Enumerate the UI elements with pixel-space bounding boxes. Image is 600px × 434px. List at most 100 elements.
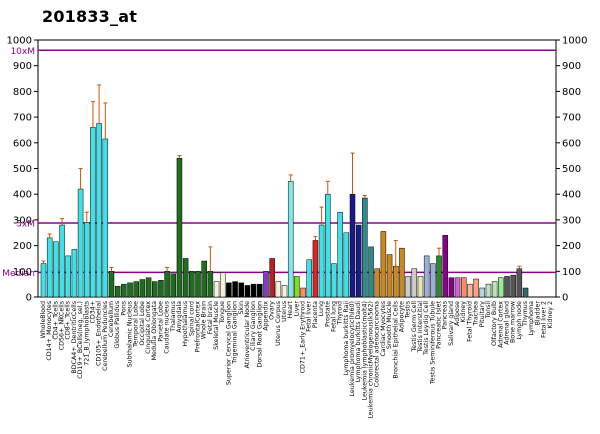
x-tick-label: Tonsil xyxy=(485,301,492,320)
bar xyxy=(139,279,146,298)
x-tick-label: Testis Seminiferous Tubule xyxy=(429,301,436,385)
bar xyxy=(405,276,411,298)
bar xyxy=(368,246,374,298)
x-tick-label: Subthalamic Nucleus xyxy=(127,301,134,367)
x-tick-label: CD4+_Tcells xyxy=(52,301,59,340)
x-tick-label: Whole Brain xyxy=(201,301,208,339)
x-tick-label: CD14+_Monocytes xyxy=(46,301,53,361)
plot-area xyxy=(37,39,557,298)
y-tick-label-left: 700 xyxy=(13,113,32,124)
x-tick-label: Fetal brain xyxy=(207,301,214,334)
x-tick-label: Globus Pallidus xyxy=(114,301,121,349)
bar xyxy=(312,240,319,298)
bar xyxy=(189,271,195,298)
x-tick-label: Skin xyxy=(238,301,245,314)
bar xyxy=(349,193,356,298)
x-tick-label: Testis Leydig Cell xyxy=(423,301,430,356)
x-tick-label: Uterus Corpus xyxy=(275,301,282,346)
bar xyxy=(374,268,380,298)
y-tick-label-right: 400 xyxy=(562,190,581,201)
bar xyxy=(219,272,226,298)
x-tick-label: Salivary gland xyxy=(448,301,455,346)
x-tick-label: Kidney xyxy=(460,301,467,323)
x-tick-label: Placenta xyxy=(312,301,319,328)
x-tick-label: PrefrontalCortex xyxy=(195,301,202,353)
y-tick-label-left: 900 xyxy=(13,61,32,72)
bar xyxy=(325,193,331,298)
bar xyxy=(386,254,393,298)
x-tick-label: Adipocyte xyxy=(398,301,405,332)
bar xyxy=(423,255,430,298)
reference-lines: 10xM 3xM Median xyxy=(2,47,556,279)
bar xyxy=(96,123,102,298)
bar xyxy=(485,283,492,298)
x-tick-label: Lymphoma xyxy=(528,301,535,336)
x-tick-label: CD71+_Early Erythroid xyxy=(300,301,307,373)
bar xyxy=(281,285,288,298)
x-tick-label: CD56+_NKCells xyxy=(59,301,66,350)
x-tick-label: CD8+_Tcells xyxy=(65,301,72,340)
y-tick-label-right: 900 xyxy=(562,61,581,72)
bar xyxy=(114,285,121,298)
x-tick-label: Thyroid xyxy=(337,301,344,326)
y-tick-label-left: 600 xyxy=(13,138,32,149)
x-tick-label: Testis Interstitial xyxy=(417,301,424,354)
x-tick-label: WholeBlood xyxy=(40,301,47,338)
x-tick-label: Testis Germ Cell xyxy=(411,301,418,353)
bar xyxy=(40,263,47,298)
x-tick-label: Trachea xyxy=(473,301,480,327)
bar xyxy=(71,249,78,298)
x-tick-label: Cingulate Cortex xyxy=(145,301,152,354)
bar xyxy=(294,276,300,298)
x-tick-label: Pons xyxy=(120,301,127,316)
x-tick-label: Parietal Lobe xyxy=(157,301,164,342)
bar xyxy=(176,157,183,298)
bar xyxy=(121,283,127,298)
bar xyxy=(516,268,523,298)
x-tick-label: Thymus xyxy=(522,301,529,327)
x-tick-label: Thalamus xyxy=(170,301,177,333)
bar xyxy=(275,281,282,298)
reference-line-label: Median xyxy=(2,269,35,279)
x-tick-label: Adrenal Cortex xyxy=(497,301,504,348)
bar xyxy=(460,277,467,298)
bar xyxy=(232,281,238,298)
y-tick-label-left: 100 xyxy=(13,267,32,278)
bar xyxy=(84,222,90,298)
y-tick-label-right: 0 xyxy=(562,293,568,304)
bar xyxy=(170,273,177,298)
bar xyxy=(479,287,486,298)
bar xyxy=(504,276,510,298)
x-tick-label: Fetal lung xyxy=(330,301,337,332)
y-tick-label-right: 800 xyxy=(562,87,581,98)
x-tick-label: Colorectal adenocarcinoma xyxy=(374,301,381,387)
bar xyxy=(399,247,405,298)
x-tick-label: Lymph node xyxy=(516,301,523,340)
bar xyxy=(473,278,479,298)
bar xyxy=(213,281,220,298)
x-tick-label: Pancreatic Islet xyxy=(436,300,443,348)
bar xyxy=(331,263,337,298)
y-tick-label-left: 200 xyxy=(13,241,32,252)
y-tick-label-right: 600 xyxy=(562,138,581,149)
x-tick-label: Tongue xyxy=(219,301,226,325)
bars xyxy=(40,84,529,298)
x-tick-label: Fetal liver 2 xyxy=(541,301,548,338)
bar xyxy=(151,281,158,298)
y-tick-label-left: 0 xyxy=(26,293,32,304)
bar xyxy=(77,188,84,298)
bar xyxy=(355,224,362,298)
bar xyxy=(269,258,275,298)
chart-title: 201833_at xyxy=(42,7,138,26)
bar xyxy=(102,138,109,298)
y-axis-right: 0 100 200 300 400 500 600 700 800 900 1000 xyxy=(556,36,587,304)
x-tick-label: Pituitary xyxy=(479,301,486,328)
y-tick-label-right: 700 xyxy=(562,113,581,124)
x-tick-label: Trigeminal Ganglion xyxy=(232,301,239,365)
bar xyxy=(306,259,312,298)
bar xyxy=(201,260,207,298)
bar xyxy=(164,271,170,298)
y-tick-label-left: 500 xyxy=(13,164,32,175)
bar xyxy=(263,271,269,298)
